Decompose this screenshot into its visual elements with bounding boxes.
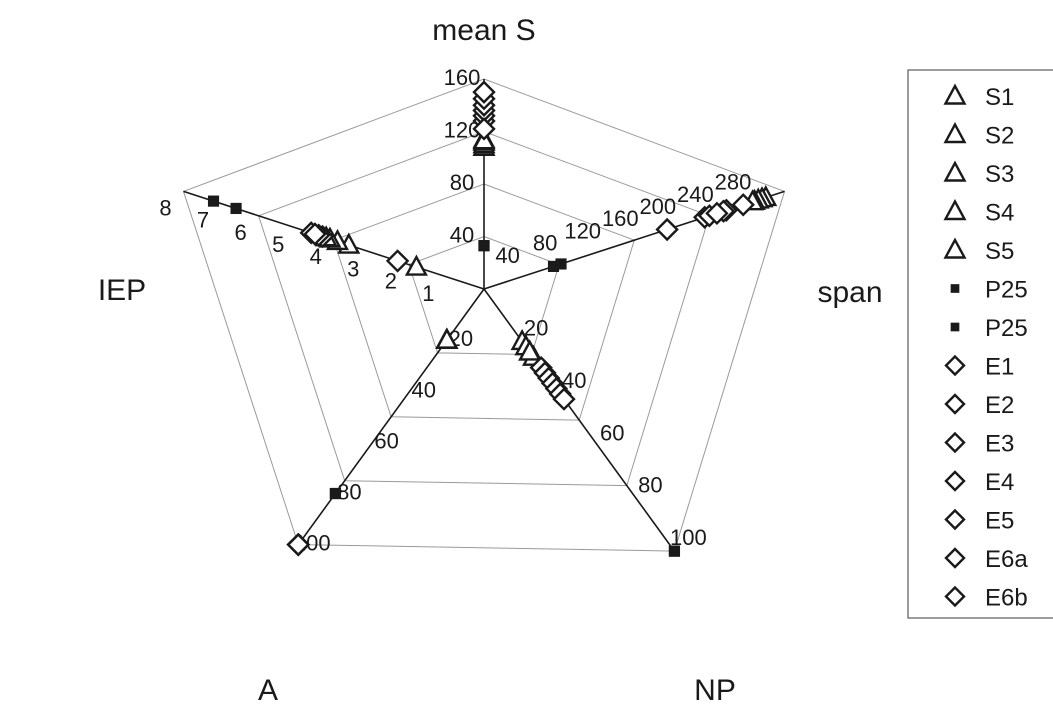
data-points [207, 80, 778, 557]
legend-label: S3 [985, 161, 1014, 188]
grid-ring-3 [257, 130, 711, 487]
data-point [286, 532, 310, 557]
axis-spoke-4 [297, 288, 485, 546]
grid-ring-4 [182, 78, 786, 552]
axis-spoke-3 [483, 288, 676, 552]
tick-label: 40 [450, 223, 474, 248]
legend-label: E5 [985, 508, 1014, 535]
legend-swatch [944, 547, 966, 569]
legend-label: E3 [985, 431, 1014, 458]
data-point [518, 339, 542, 361]
legend-swatch [944, 393, 966, 415]
legend-label: P25 [985, 315, 1028, 342]
legend-swatch [943, 83, 967, 105]
tick-label: 3 [347, 256, 359, 281]
tick-label: 80 [533, 231, 557, 256]
tick-label: 4 [310, 244, 322, 269]
axis-title: span [817, 276, 882, 309]
legend-label: E1 [985, 354, 1014, 381]
legend-swatch [943, 121, 967, 144]
tick-label: 200 [639, 194, 676, 219]
legend-label: S5 [985, 238, 1014, 265]
tick-label: 240 [677, 182, 714, 207]
legend-swatch [944, 470, 966, 492]
tick-label: 5 [272, 232, 284, 257]
tick-label: 40 [495, 243, 519, 268]
data-point [230, 202, 242, 215]
legend-swatch [944, 585, 966, 608]
data-point [478, 240, 490, 252]
axis-title: NP [694, 674, 736, 707]
data-point [472, 80, 496, 104]
legend: S1 S2 S3 S4 S5 P25 P25 E1 E2 E3 E4 E5 E6a E6b [907, 69, 1053, 619]
data-point [435, 327, 459, 349]
legend-swatch [944, 354, 966, 377]
data-point [668, 545, 681, 557]
axis-titles: mean S span NP A IEP [98, 14, 883, 707]
tick-label: 6 [234, 220, 246, 245]
legend-label: S4 [985, 200, 1014, 227]
tick-label: 120 [564, 218, 601, 243]
tick-label: 40 [411, 377, 435, 402]
data-point [207, 195, 220, 207]
tick-label: 80 [450, 170, 474, 195]
legend-label: P25 [985, 277, 1028, 304]
tick-label: 80 [638, 473, 662, 498]
legend-label: S1 [985, 84, 1014, 111]
tick-label: 60 [600, 420, 624, 445]
data-point [472, 117, 496, 141]
data-point [404, 254, 428, 276]
legend-swatch [944, 431, 966, 454]
axis-title: IEP [98, 274, 146, 307]
data-point [329, 487, 341, 500]
legend-label: S2 [985, 123, 1014, 150]
tick-label: 20 [524, 315, 548, 340]
data-point [555, 258, 567, 270]
data-point [705, 201, 729, 226]
data-point [547, 260, 560, 272]
grid-ring-1 [408, 235, 560, 356]
tick-label: 2 [385, 269, 397, 294]
tick-label: 80 [337, 480, 361, 505]
axis-title: A [258, 674, 278, 707]
legend-label: E4 [985, 469, 1014, 496]
legend-swatch [943, 237, 967, 259]
tick-label: 1 [422, 281, 434, 306]
legend-swatch [950, 322, 960, 332]
data-point [731, 193, 755, 217]
legend-box [907, 69, 1053, 619]
legend-swatch [944, 508, 966, 531]
data-point [303, 222, 327, 246]
legend-label: E6a [985, 546, 1028, 573]
radar-grid [182, 78, 786, 552]
tick-label: 160 [602, 206, 639, 231]
tick-label: 60 [374, 428, 398, 453]
grid-ring-2 [333, 183, 635, 421]
tick-label: 280 [715, 170, 752, 195]
axis-title: mean S [432, 14, 535, 47]
legend-swatch [943, 160, 967, 182]
data-point [655, 217, 679, 242]
tick-label: 8 [159, 195, 171, 220]
data-point [385, 249, 410, 273]
tick-label: 7 [197, 208, 209, 233]
data-point [552, 387, 576, 411]
legend-swatch [943, 198, 967, 221]
legend-label: E2 [985, 392, 1014, 419]
legend-swatch [950, 284, 960, 293]
tick-label: 160 [444, 65, 481, 90]
legend-label: E6b [985, 585, 1028, 612]
